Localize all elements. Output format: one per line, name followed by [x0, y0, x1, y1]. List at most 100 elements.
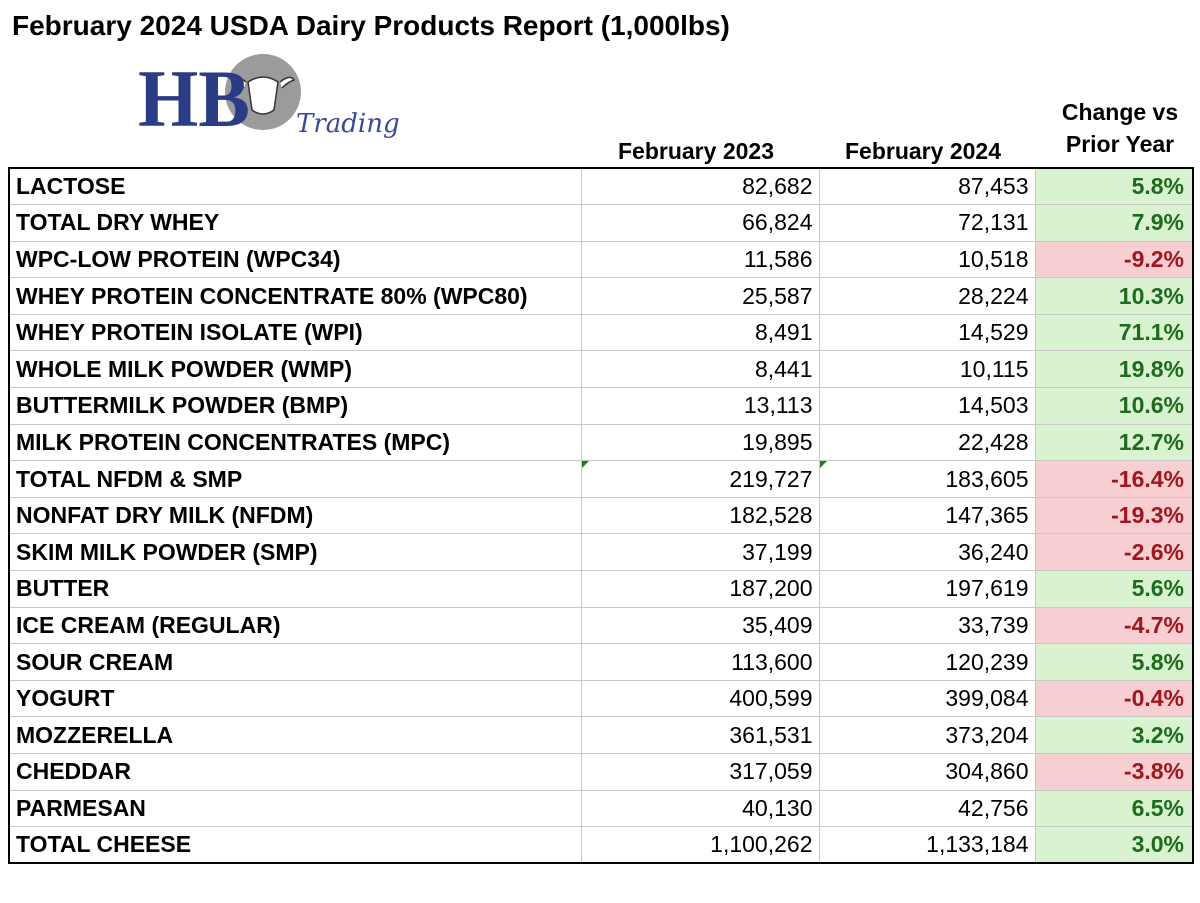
- product-label: PARMESAN: [8, 789, 582, 828]
- feb-2023-value: 19,895: [580, 423, 820, 462]
- change-value: 3.0%: [1034, 826, 1194, 865]
- change-value: 71.1%: [1034, 313, 1194, 352]
- change-value: 19.8%: [1034, 350, 1194, 389]
- cow-head-icon: [230, 76, 296, 115]
- product-label: ICE CREAM (REGULAR): [8, 606, 582, 645]
- change-value: -0.4%: [1034, 679, 1194, 718]
- table-row: TOTAL DRY WHEY 66,824 72,131 7.9%: [8, 204, 1194, 242]
- column-header-feb-2023: February 2023: [618, 138, 774, 164]
- change-value: 7.9%: [1034, 204, 1194, 242]
- table-row: LACTOSE 82,682 87,453 5.8%: [8, 167, 1194, 206]
- product-label: SKIM MILK POWDER (SMP): [8, 533, 582, 572]
- change-value: 5.8%: [1034, 167, 1194, 206]
- change-value: -4.7%: [1034, 606, 1194, 645]
- feb-2024-value: 28,224: [818, 277, 1036, 315]
- table-row: MOZZERELLA 361,531 373,204 3.2%: [8, 716, 1194, 754]
- table-row: CHEDDAR 317,059 304,860 -3.8%: [8, 753, 1194, 791]
- product-label: CHEDDAR: [8, 753, 582, 791]
- product-label: WHEY PROTEIN CONCENTRATE 80% (WPC80): [8, 277, 582, 315]
- feb-2023-value: 113,600: [580, 643, 820, 681]
- product-label: TOTAL DRY WHEY: [8, 204, 582, 242]
- change-value: -9.2%: [1034, 240, 1194, 279]
- feb-2023-value: 11,586: [580, 240, 820, 279]
- change-value: 10.3%: [1034, 277, 1194, 315]
- feb-2023-value: 82,682: [580, 167, 820, 206]
- table-row: MILK PROTEIN CONCENTRATES (MPC) 19,895 22,…: [8, 423, 1194, 462]
- change-value: 6.5%: [1034, 789, 1194, 828]
- feb-2024-value: 36,240: [818, 533, 1036, 572]
- column-header-change: Change vs Prior Year: [1040, 96, 1200, 160]
- table-row: BUTTER 187,200 197,619 5.6%: [8, 570, 1194, 608]
- change-value: -3.8%: [1034, 753, 1194, 791]
- feb-2024-value: 373,204: [818, 716, 1036, 754]
- product-label: WHOLE MILK POWDER (WMP): [8, 350, 582, 389]
- product-label: SOUR CREAM: [8, 643, 582, 681]
- table-row: BUTTERMILK POWDER (BMP) 13,113 14,503 10.6%: [8, 387, 1194, 425]
- hb-trading-logo: HB Trading: [138, 53, 400, 142]
- change-value: -16.4%: [1034, 460, 1194, 498]
- feb-2024-value: 33,739: [818, 606, 1036, 645]
- feb-2024-value: 304,860: [818, 753, 1036, 791]
- change-value: 12.7%: [1034, 423, 1194, 462]
- change-value: -19.3%: [1034, 496, 1194, 535]
- feb-2023-value: 40,130: [580, 789, 820, 828]
- table-row: SOUR CREAM 113,600 120,239 5.8%: [8, 643, 1194, 681]
- cell-comment-flag-icon: [820, 461, 827, 469]
- column-header-feb-2024: February 2024: [845, 138, 1001, 164]
- feb-2024-value: 14,503: [818, 387, 1036, 425]
- feb-2024-value: 22,428: [818, 423, 1036, 462]
- column-header-change-text: Change vs Prior Year: [1061, 99, 1179, 157]
- feb-2024-value: 147,365: [818, 496, 1036, 535]
- product-label: MOZZERELLA: [8, 716, 582, 754]
- product-label: YOGURT: [8, 679, 582, 718]
- feb-2023-value: 8,491: [580, 313, 820, 352]
- table-row: ICE CREAM (REGULAR) 35,409 33,739 -4.7%: [8, 606, 1194, 645]
- feb-2024-value: 42,756: [818, 789, 1036, 828]
- feb-2024-value: 120,239: [818, 643, 1036, 681]
- feb-2024-value: 183,605: [818, 460, 1036, 498]
- product-label: BUTTER: [8, 570, 582, 608]
- feb-2023-value: 8,441: [580, 350, 820, 389]
- table-row: WPC-LOW PROTEIN (WPC34) 11,586 10,518 -9.2%: [8, 240, 1194, 279]
- feb-2024-value: 10,518: [818, 240, 1036, 279]
- feb-2023-value: 13,113: [580, 387, 820, 425]
- feb-2023-value: 400,599: [580, 679, 820, 718]
- feb-2023-value: 182,528: [580, 496, 820, 535]
- change-value: 10.6%: [1034, 387, 1194, 425]
- feb-2024-value: 197,619: [818, 570, 1036, 608]
- feb-2023-value: 317,059: [580, 753, 820, 791]
- table-row: SKIM MILK POWDER (SMP) 37,199 36,240 -2.6%: [8, 533, 1194, 572]
- product-label: TOTAL NFDM & SMP: [8, 460, 582, 498]
- product-label: BUTTERMILK POWDER (BMP): [8, 387, 582, 425]
- feb-2023-value: 1,100,262: [580, 826, 820, 865]
- feb-2024-value: 10,115: [818, 350, 1036, 389]
- report-title: February 2024 USDA Dairy Products Report…: [12, 10, 730, 41]
- dairy-report-table: LACTOSE 82,682 87,453 5.8% TOTAL DRY WHEY 66,…: [8, 167, 1194, 865]
- feb-2023-value: 361,531: [580, 716, 820, 754]
- feb-2024-value: 1,133,184: [818, 826, 1036, 865]
- table-row: TOTAL NFDM & SMP 219,727 183,605 -16.4%: [8, 460, 1194, 498]
- logo-tagline: Trading: [296, 109, 400, 139]
- logo-letters: HB: [138, 53, 250, 142]
- table-row: TOTAL CHEESE 1,100,262 1,133,184 3.0%: [8, 826, 1194, 865]
- table-row: PARMESAN 40,130 42,756 6.5%: [8, 789, 1194, 828]
- cell-comment-flag-icon: [582, 461, 589, 469]
- product-label: WPC-LOW PROTEIN (WPC34): [8, 240, 582, 279]
- feb-2023-value: 66,824: [580, 204, 820, 242]
- table-row: WHEY PROTEIN CONCENTRATE 80% (WPC80) 25,5…: [8, 277, 1194, 315]
- table-row: WHEY PROTEIN ISOLATE (WPI) 8,491 14,529 71.…: [8, 313, 1194, 352]
- feb-2024-value: 87,453: [818, 167, 1036, 206]
- change-value: -2.6%: [1034, 533, 1194, 572]
- change-value: 3.2%: [1034, 716, 1194, 754]
- change-value: 5.6%: [1034, 570, 1194, 608]
- table-row: NONFAT DRY MILK (NFDM) 182,528 147,365 -19.…: [8, 496, 1194, 535]
- report-table-body: LACTOSE 82,682 87,453 5.8% TOTAL DRY WHEY 66,…: [8, 167, 1194, 865]
- feb-2024-value: 14,529: [818, 313, 1036, 352]
- table-row: WHOLE MILK POWDER (WMP) 8,441 10,115 19.8%: [8, 350, 1194, 389]
- table-row: YOGURT 400,599 399,084 -0.4%: [8, 679, 1194, 718]
- product-label: TOTAL CHEESE: [8, 826, 582, 865]
- product-label: LACTOSE: [8, 167, 582, 206]
- feb-2023-value: 35,409: [580, 606, 820, 645]
- product-label: MILK PROTEIN CONCENTRATES (MPC): [8, 423, 582, 462]
- product-label: WHEY PROTEIN ISOLATE (WPI): [8, 313, 582, 352]
